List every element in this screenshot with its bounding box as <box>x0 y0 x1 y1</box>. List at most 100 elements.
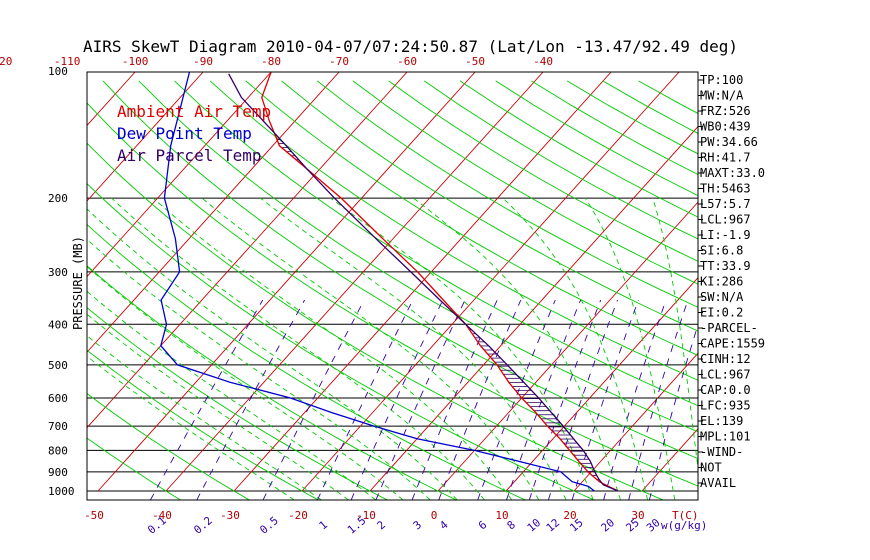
index-label: -PARCEL- <box>700 321 758 335</box>
index-label: MAXT:33.0 <box>700 166 765 180</box>
isotherm-line <box>369 125 698 492</box>
mixing-ratio-tick-label: 2 <box>375 518 388 532</box>
y-axis-label: PRESSURE (MB) <box>71 236 85 330</box>
index-label: EL:139 <box>700 414 743 428</box>
pressure-tick-label: 500 <box>48 359 68 372</box>
index-label: CAP:0.0 <box>700 383 751 397</box>
mixing-ratio-tick-label: 6 <box>476 518 489 532</box>
isotherm-line <box>573 352 698 492</box>
moist-adiabat-line <box>87 335 322 500</box>
index-label: LCL:967 <box>700 368 751 382</box>
dry-adiabat-line <box>138 80 698 433</box>
index-label: TP:100 <box>700 73 743 87</box>
mixing-ratio-line <box>477 299 556 500</box>
mixing-ratio-tick-label: 1 <box>317 518 330 532</box>
isotherm-line <box>87 72 272 278</box>
dry-adiabat-line <box>87 102 698 487</box>
x-axis-unit-label: T(C) <box>672 509 699 522</box>
top-temp-tick-label: -40 <box>533 55 553 68</box>
mixing-ratio-line <box>438 299 522 500</box>
pressure-tick-label: 200 <box>48 192 68 205</box>
mixing-ratio-line <box>571 299 639 500</box>
moist-adiabat-line <box>413 197 621 500</box>
chart-title: AIRS SkewT Diagram 2010-04-07/07:24:50.8… <box>83 37 738 56</box>
mixing-ratio-tick-label: 8 <box>505 518 518 532</box>
dry-adiabat-line <box>209 80 698 381</box>
moist-adiabat-line <box>502 197 649 500</box>
moist-adiabat-line <box>87 208 458 500</box>
index-label: CAPE:1559 <box>700 337 765 351</box>
legend-entry: Ambient Air Temp <box>117 102 271 121</box>
isotherm-line <box>437 201 698 492</box>
bottom-temp-tick-label: 0 <box>431 509 438 522</box>
dry-adiabat-line <box>87 265 457 500</box>
pressure-tick-label: 600 <box>48 392 68 405</box>
index-label: KI:286 <box>700 275 743 289</box>
index-label: LFC:935 <box>700 399 751 413</box>
bottom-temp-tick-label: -10 <box>356 509 376 522</box>
legend: Ambient Air Temp Dew Point Temp Air Parcel… <box>117 102 271 165</box>
mixing-ratio-line <box>528 299 602 500</box>
moist-adiabat-line <box>584 197 676 500</box>
moist-adiabat-line <box>152 197 512 500</box>
legend-entry: Air Parcel Temp <box>117 146 262 165</box>
top-temp-tick-label: -110 <box>54 55 81 68</box>
dry-adiabat-line <box>87 349 319 500</box>
index-label: -WIND- <box>700 445 743 459</box>
mixing-ratio-tick-label: 30 <box>644 516 663 534</box>
top-temp-tick-label: -100 <box>122 55 149 68</box>
bottom-temp-tick-label: -40 <box>152 509 172 522</box>
isotherm-line <box>87 72 340 353</box>
dry-adiabat-line <box>316 80 698 308</box>
bottom-temp-tick-labels: -50 -40 -30 -20 -10 0 10 20 30 <box>84 509 645 522</box>
pressure-tick-label: 100 <box>48 65 68 78</box>
ambient-temp-line <box>261 72 619 492</box>
pressure-tick-label: 900 <box>48 466 68 479</box>
index-label: TH:5463 <box>700 182 751 196</box>
mixing-ratio-line <box>506 299 582 500</box>
mixing-ratio-tick-label: 4 <box>437 518 451 532</box>
plot-frame <box>86 71 699 501</box>
pressure-tick-label: 300 <box>48 266 68 279</box>
mixing-ratio-tick-label: 0.5 <box>257 514 281 537</box>
isotherm-line <box>87 72 408 429</box>
mixing-ratio-unit-label: w(g/kg) <box>661 519 707 532</box>
top-temp-tick-label: -80 <box>261 55 281 68</box>
index-label: EI:0.2 <box>700 306 743 320</box>
mixing-ratio-tick-label: 20 <box>599 516 618 534</box>
moist-adiabat-line <box>260 197 567 500</box>
index-label: NOT <box>700 461 722 475</box>
index-label: FRZ:526 <box>700 104 751 118</box>
index-label: PW:34.66 <box>700 135 758 149</box>
bottom-temp-tick-label: -30 <box>220 509 240 522</box>
mixing-ratio-line <box>150 299 264 500</box>
mixing-ratio-tick-label: 0.2 <box>191 514 215 537</box>
index-label: MW:N/A <box>700 89 744 103</box>
index-label: CINH:12 <box>700 352 751 366</box>
top-temp-tick-label: -60 <box>397 55 417 68</box>
isotherm-line <box>778 72 870 491</box>
dry-adiabat-line <box>388 80 698 262</box>
moist-adiabat-line <box>111 197 485 500</box>
mixing-ratio-tick-label: 3 <box>411 518 424 532</box>
index-label: MPL:101 <box>700 430 751 444</box>
dry-adiabat-line <box>87 437 181 500</box>
isotherm-line <box>87 72 204 202</box>
index-label: TT:33.9 <box>700 259 751 273</box>
isotherm-line <box>97 72 476 492</box>
index-label: SI:6.8 <box>700 244 743 258</box>
index-label: L57:5.7 <box>700 197 751 211</box>
bottom-temp-tick-label: 10 <box>495 509 508 522</box>
cape-hatching <box>276 139 600 480</box>
mixing-ratio-line <box>628 299 689 500</box>
bottom-temp-tick-label: 20 <box>563 509 576 522</box>
pressure-tick-label: 800 <box>48 444 68 457</box>
index-label: RH:41.7 <box>700 151 751 165</box>
dry-adiabat-line <box>87 223 526 500</box>
top-temp-tick-labels: -120 -110 -100 -90 -80 -70 -60 -50 -40 <box>0 55 553 68</box>
mixing-ratio-line <box>262 299 365 500</box>
moist-adiabat-line <box>87 355 295 500</box>
dry-adiabat-line <box>102 80 698 460</box>
moist-adiabat-line <box>652 197 698 473</box>
